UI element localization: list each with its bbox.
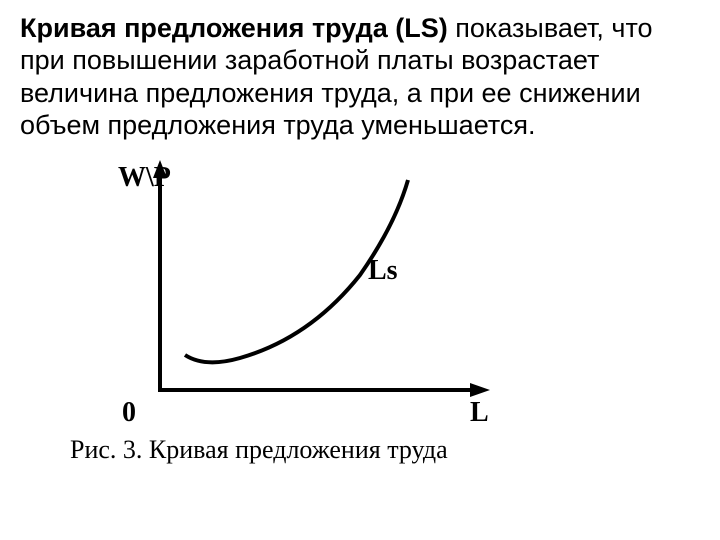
body-paragraph: Кривая предложения труда (LS) показывает… [20, 12, 700, 142]
supply-curve [185, 180, 408, 362]
figure-caption: Рис. 3. Кривая предложения труда [70, 435, 448, 465]
y-axis-arrow-icon [153, 160, 167, 178]
labor-supply-chart: W\P Ls 0 L Рис. 3. Кривая предложения тр… [100, 160, 580, 470]
chart-svg [150, 160, 510, 410]
origin-label: 0 [122, 397, 136, 429]
x-axis-arrow-icon [470, 383, 490, 397]
lead-bold: Кривая предложения труда (LS) [20, 13, 455, 43]
